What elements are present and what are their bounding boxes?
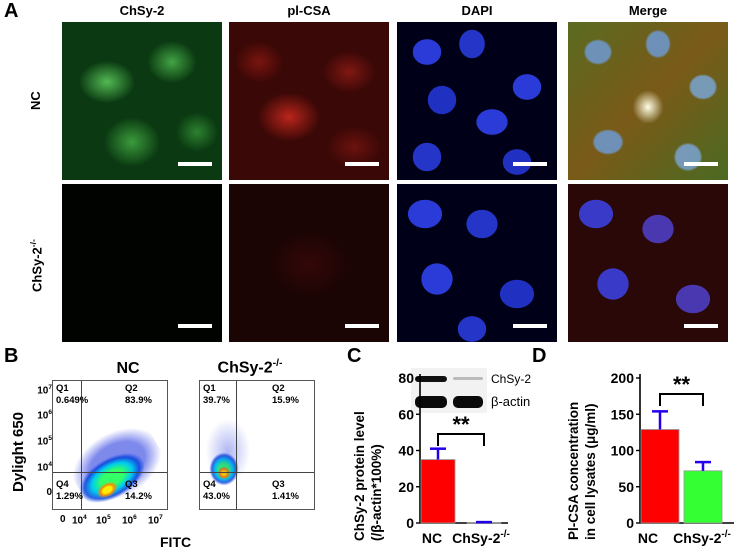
x-tick: 106 [122,514,137,527]
q1-label: Q1 39.7% [203,383,230,406]
y-tick-label: 50 [618,479,634,495]
quadrant-line-horizontal [53,472,167,473]
flow-title-nc: NC [116,360,140,377]
blot-band-chsy2-nc [415,376,447,382]
scale-bar [345,324,379,328]
blot-band-chsy2-ko [453,377,483,380]
x-tick-label: NC [422,530,442,546]
micrograph-ko-chsy2 [62,184,222,342]
density-cloud [206,441,246,491]
western-blot [411,368,487,413]
scale-bar [684,324,718,328]
scale-bar [178,162,212,166]
y-tick: 105 [37,435,52,448]
column-header-dapi: DAPI [461,3,493,18]
y-tick-label: 80 [398,370,414,386]
blot-band-actin-ko [453,396,483,408]
y-tick-label: 0 [626,515,634,531]
x-tick-label: ChSy-2-/- [452,529,510,546]
flow-ylabel: Dylight 650 [10,411,27,492]
x-tick: 105 [96,514,111,527]
quadrant-line-vertical [236,381,237,509]
column-header-chsy2: ChSy-2 [119,3,165,18]
micrograph-ko-merge [568,184,728,342]
q3-label: Q3 1.41% [272,479,299,502]
micrograph-ko-dapi [397,184,557,342]
row-header-nc: NC [28,91,43,110]
flow-plot-nc: Q1 0.649% Q2 83.9% Q4 1.29% Q3 14.2% [52,380,168,510]
flow-title-knockout: ChSy-2-/- [217,358,283,377]
significance-bracket [437,433,485,446]
bar-knockout [683,470,723,524]
column-header-merge: Merge [628,3,668,18]
y-tick: 104 [37,461,52,474]
y-tick-label: 20 [398,479,414,495]
flow-xticks: 0 104 105 106 107 [56,514,166,530]
micrograph-nc-chsy2 [62,22,222,180]
y-tick-label: 60 [398,406,414,422]
y-tick-label: 40 [398,443,414,459]
scale-bar [513,324,547,328]
x-tick: 0 [60,514,66,525]
panel-label-c: C [347,345,362,367]
x-tick-label: NC [638,530,658,546]
bar-nc [420,459,456,524]
scatter-spread [204,411,264,491]
micrograph-nc-dapi [397,22,557,180]
bar-nc [640,429,680,524]
y-tick: 107 [37,384,52,397]
panel-label-a: A [4,0,19,22]
x-tick: 107 [148,514,163,527]
quadrant-line-horizontal [200,472,314,473]
q4-label: Q4 1.29% [56,479,83,502]
q2-label: Q2 83.9% [125,383,152,406]
y-tick-label: 0 [406,515,414,531]
chart-c: 0 20 40 60 80 NC ChSy-2-/- ** [398,370,510,546]
micrograph-nc-plcsa [229,22,389,180]
flow-plot-knockout: Q1 39.7% Q2 15.9% Q4 43.0% Q3 1.41% [199,380,315,510]
chart-d-ylabel: Pl-CSA concentration in cell lysates (μg… [566,401,598,540]
blot-label-actin: β-actin [491,394,531,409]
y-tick: 0 [46,487,52,498]
chart-d: 0 50 100 150 200 NC ChSy-2-/- ** [611,370,734,546]
y-tick-label: 100 [611,443,635,459]
scale-bar [178,324,212,328]
scale-bar [513,162,547,166]
blot-label-chsy2: ChSy-2 [491,372,532,386]
scale-bar [684,162,718,166]
panel-label-b: B [4,345,19,367]
significance-label: ** [673,372,691,397]
q2-label: Q2 15.9% [272,383,299,406]
q4-label: Q4 43.0% [203,479,230,502]
y-tick-label: 150 [611,406,635,422]
column-header-plcsa: pl-CSA [287,3,331,18]
x-tick: 104 [72,514,87,527]
micrograph-ko-plcsa [229,184,389,342]
q3-label: Q3 14.2% [125,479,152,502]
x-tick-label: ChSy-2-/- [673,529,731,546]
y-tick: 106 [37,409,52,422]
y-tick-label: 200 [611,370,635,386]
row-header-knockout: ChSy-2-/- [28,239,45,292]
flow-xlabel: FITC [160,534,192,550]
scale-bar [345,162,379,166]
q1-label: Q1 0.649% [56,383,89,406]
panel-label-d: D [532,345,547,367]
significance-label: ** [452,412,470,437]
micrograph-nc-merge [568,22,728,180]
significance-bracket [659,393,704,406]
blot-band-actin-nc [415,396,447,408]
quadrant-line-vertical [81,381,82,509]
